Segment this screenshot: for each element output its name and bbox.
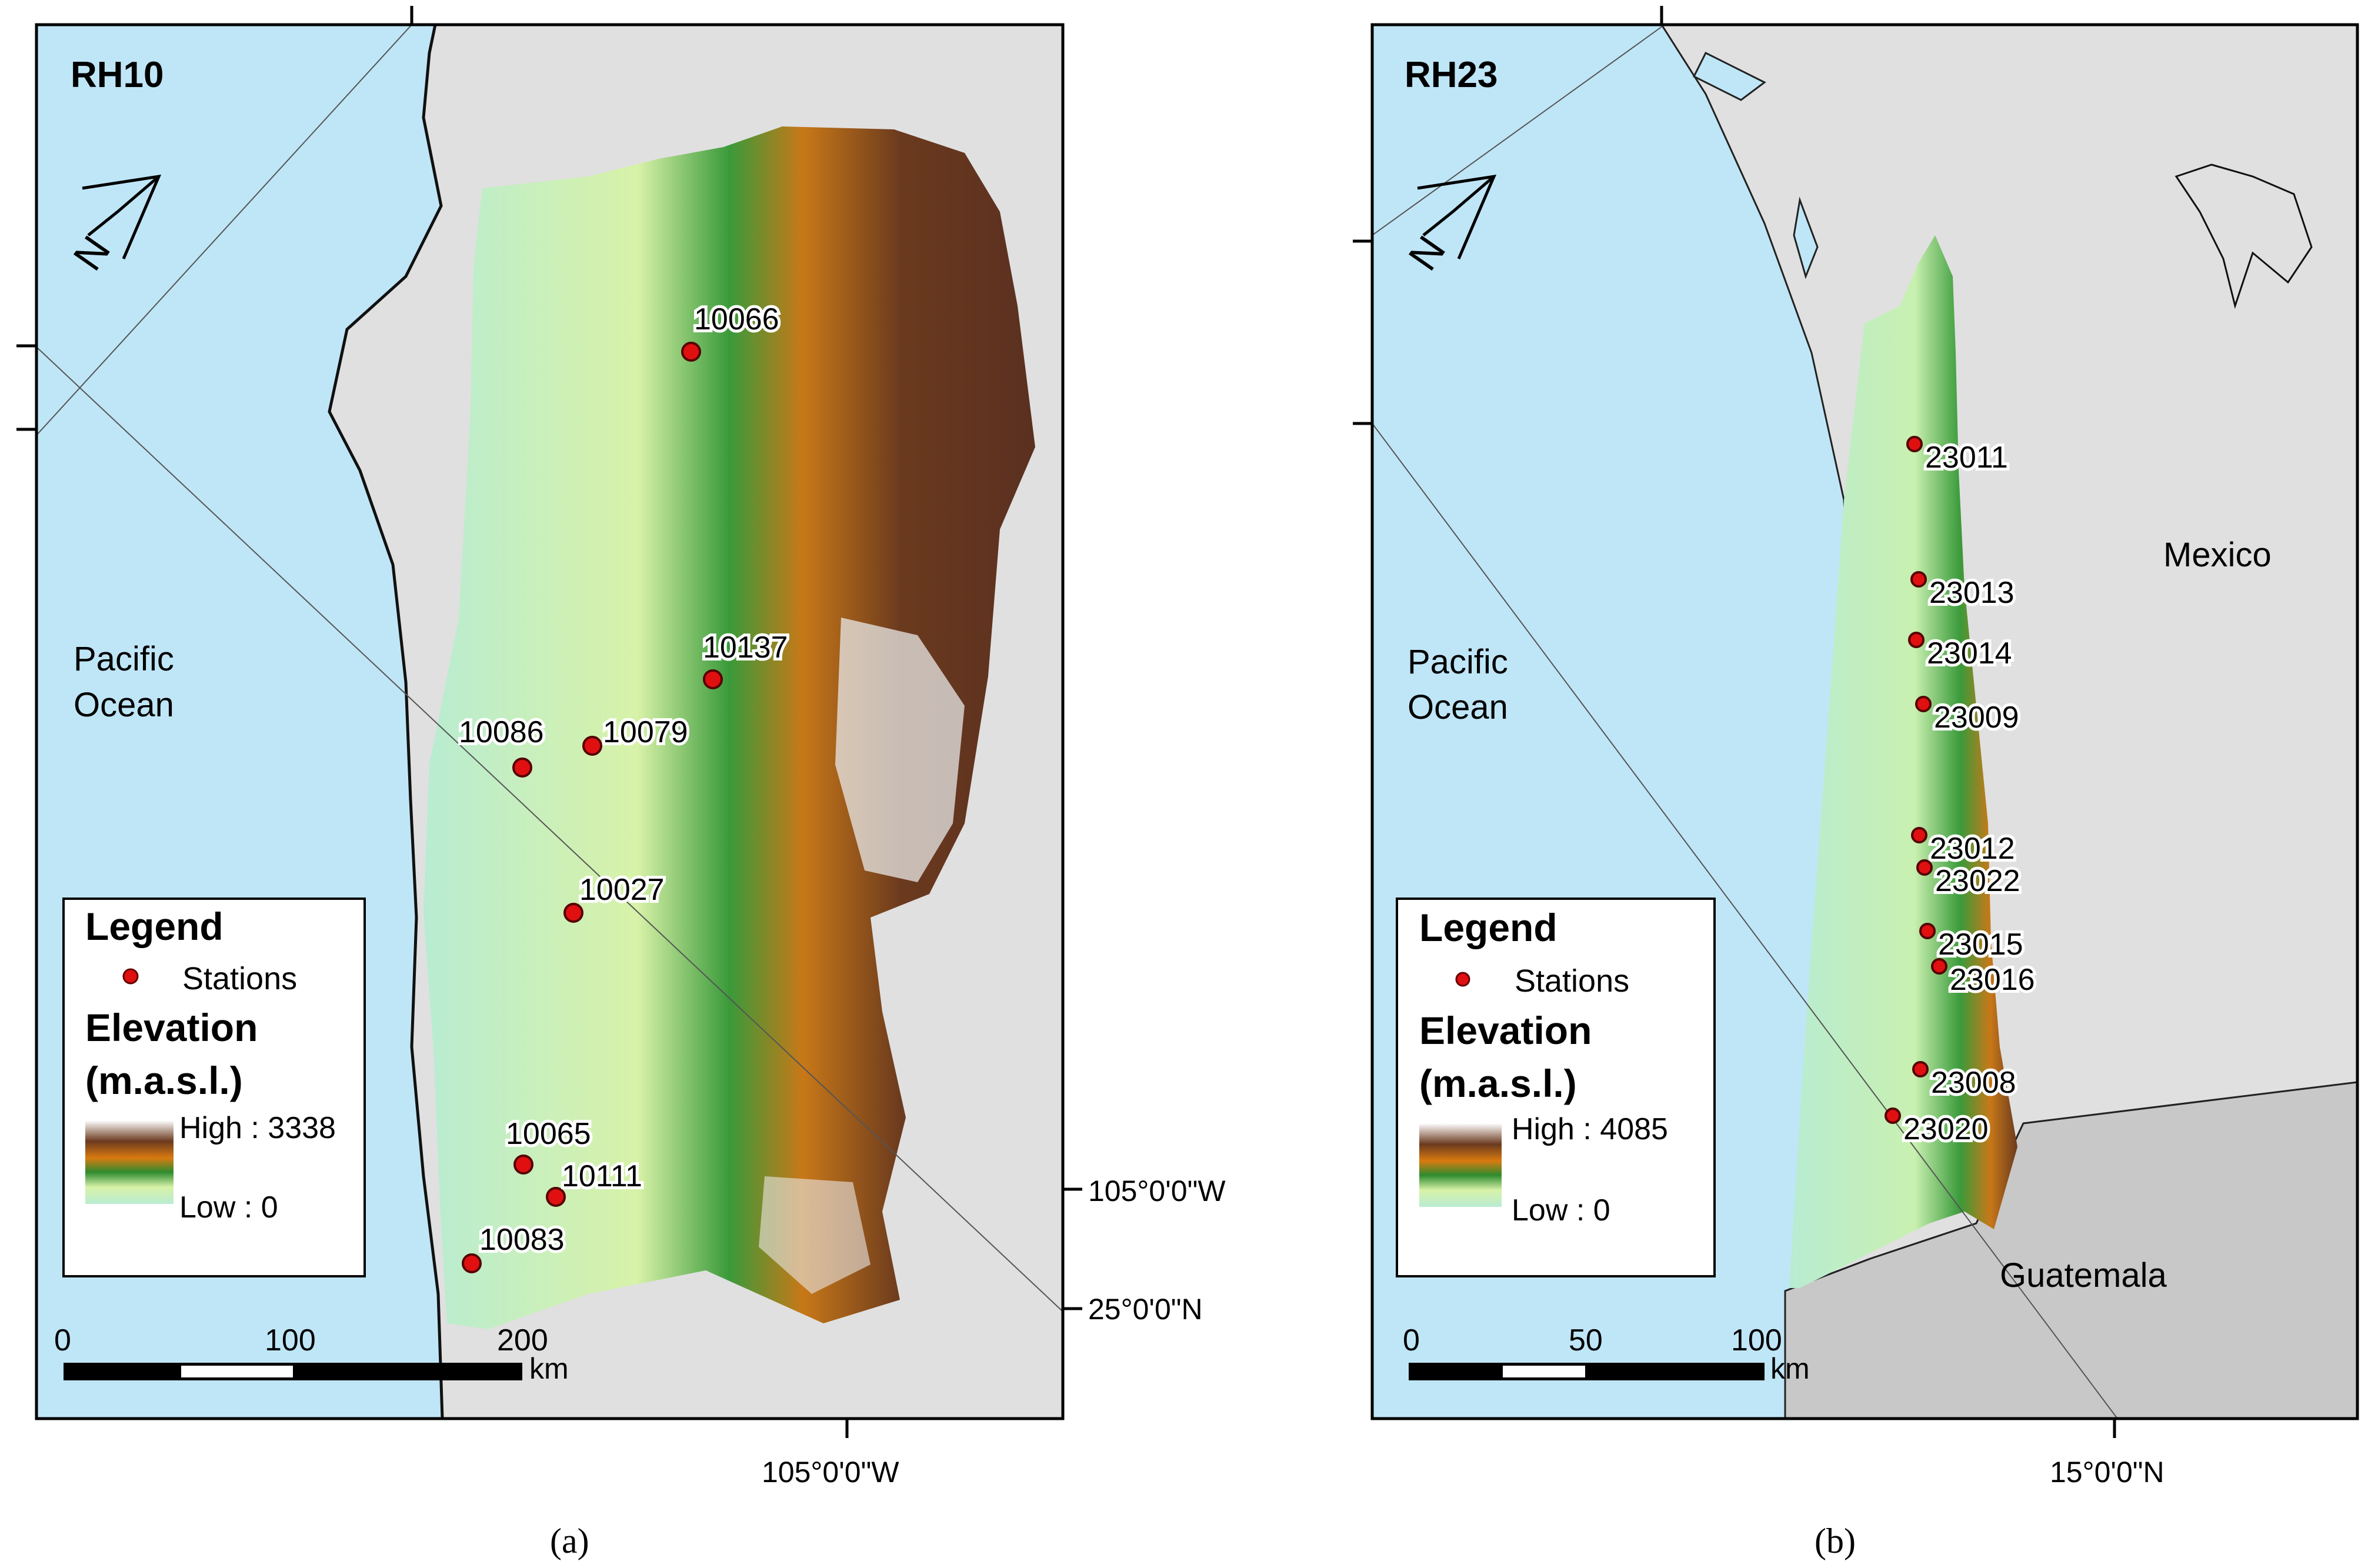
panel-b-frame bbox=[1370, 23, 2359, 1420]
legend-high-label: High : 3338 bbox=[179, 1111, 336, 1145]
station-label: 23011 bbox=[1925, 441, 2008, 475]
stations-a: 10066 10137 10086 10079 10027 10065 10111 10083 bbox=[456, 299, 791, 1273]
graticule-lat-bottom: 15°0'0"N bbox=[2050, 1456, 2164, 1489]
station-marker bbox=[1908, 632, 1925, 648]
legend-elevation-unit: (m.a.s.l.) bbox=[85, 1059, 243, 1102]
station-marker bbox=[462, 1253, 482, 1273]
graticule-lon-right: 105°0'0"W bbox=[1088, 1175, 1226, 1207]
scale-tick-0: 0 bbox=[54, 1323, 71, 1357]
station-marker bbox=[1915, 696, 1932, 712]
legend-elevation-ramp bbox=[1419, 1123, 1502, 1207]
panel-title: RH23 bbox=[1405, 55, 1498, 95]
station-label: 23014 bbox=[1927, 636, 2012, 670]
station-marker bbox=[1906, 436, 1923, 452]
panel-a-frame bbox=[35, 23, 1065, 1420]
scale-unit: km bbox=[1770, 1352, 1810, 1385]
graticule bbox=[1372, 25, 2118, 1419]
station-marker bbox=[513, 1155, 533, 1175]
lagoons bbox=[1692, 51, 1819, 279]
station-label: 23009 bbox=[1934, 700, 2019, 735]
station-marker bbox=[681, 342, 701, 362]
station-label: 10086 bbox=[459, 715, 544, 749]
station-marker bbox=[1911, 827, 1927, 843]
station-label: 10065 bbox=[506, 1117, 591, 1151]
scale-unit: km bbox=[529, 1352, 569, 1385]
scale-tick-1: 100 bbox=[265, 1323, 316, 1357]
scale-tick-0: 0 bbox=[1403, 1323, 1420, 1357]
ocean-label-line2: Ocean bbox=[1408, 688, 1508, 726]
country-label-guatemala: Guatemala bbox=[2000, 1256, 2167, 1295]
station-label: 10111 bbox=[562, 1159, 642, 1193]
scale-bar-b: 0 50 100 km bbox=[1403, 1323, 1810, 1385]
station-label: 10079 bbox=[603, 715, 688, 749]
frame-ticks bbox=[1353, 6, 2116, 1438]
panel-caption: (a) bbox=[550, 1522, 589, 1560]
station-marker bbox=[1916, 859, 1933, 876]
station-label: 10027 bbox=[579, 873, 665, 907]
graticule bbox=[36, 25, 1063, 1312]
ocean-label-line1: Pacific bbox=[1408, 643, 1508, 681]
legend-low-label: Low : 0 bbox=[179, 1190, 278, 1225]
legend-elevation-unit: (m.a.s.l.) bbox=[1419, 1062, 1577, 1105]
station-marker bbox=[1919, 923, 1936, 939]
ocean-label-line1: Pacific bbox=[74, 640, 174, 678]
frame-ticks bbox=[16, 6, 1082, 1438]
legend-box bbox=[62, 898, 366, 1277]
station-label: 10083 bbox=[479, 1223, 565, 1257]
high-peaks-south bbox=[759, 1176, 871, 1294]
station-label: 23013 bbox=[1929, 576, 2015, 610]
station-label: 23016 bbox=[1950, 963, 2035, 997]
basin-elevation bbox=[423, 126, 1035, 1329]
station-label: 23015 bbox=[1938, 928, 2023, 962]
legend-stations-label: Stations bbox=[182, 961, 297, 996]
lake-outline bbox=[2174, 164, 2313, 309]
graticule-lon-bottom: 105°0'0"W bbox=[762, 1456, 899, 1489]
legend-low-label: Low : 0 bbox=[1512, 1193, 1610, 1227]
guatemala-area bbox=[1784, 1081, 2357, 1419]
basin-elevation bbox=[1789, 235, 2017, 1288]
station-label: 23022 bbox=[1935, 864, 2020, 898]
station-label: 10066 bbox=[694, 302, 779, 336]
scale-tick-2: 100 bbox=[1731, 1323, 1782, 1357]
legend-a: Legend Stations Elevation (m.a.s.l.) Hig… bbox=[62, 898, 366, 1277]
station-label: 23020 bbox=[1903, 1112, 1989, 1146]
station-marker bbox=[512, 758, 532, 778]
station-marker bbox=[563, 903, 583, 923]
panel-b: RH23 N Pacific Ocean Mexico Guatemala 23… bbox=[1353, 6, 2359, 1560]
legend-elevation-ramp bbox=[85, 1120, 174, 1204]
station-marker bbox=[1885, 1107, 1901, 1124]
station-marker bbox=[703, 669, 723, 689]
legend-station-symbol bbox=[122, 968, 139, 985]
station-label: 23008 bbox=[1931, 1066, 2016, 1100]
legend-high-label: High : 4085 bbox=[1512, 1112, 1668, 1146]
country-label-mexico: Mexico bbox=[2163, 536, 2272, 574]
station-marker bbox=[1931, 958, 1947, 975]
legend-elevation-title: Elevation bbox=[1419, 1009, 1592, 1052]
legend-title: Legend bbox=[1419, 906, 1557, 949]
station-marker bbox=[1912, 1061, 1929, 1077]
scale-tick-2: 200 bbox=[497, 1323, 548, 1357]
station-label: 23012 bbox=[1930, 832, 2015, 866]
legend-stations-label: Stations bbox=[1515, 963, 1629, 999]
legend-box bbox=[1396, 898, 1716, 1277]
legend-station-symbol bbox=[1455, 972, 1470, 987]
scale-tick-1: 50 bbox=[1569, 1323, 1603, 1357]
panel-caption: (b) bbox=[1815, 1522, 1856, 1560]
station-marker bbox=[582, 736, 602, 756]
legend-b: Legend Stations Elevation (m.a.s.l.) Hig… bbox=[1396, 898, 1716, 1277]
ocean-label-line2: Ocean bbox=[74, 686, 174, 724]
legend-title: Legend bbox=[85, 905, 224, 948]
legend-elevation-title: Elevation bbox=[85, 1006, 258, 1049]
station-label: 10137 bbox=[703, 630, 788, 665]
scale-bar-a: 0 100 200 km bbox=[54, 1323, 569, 1385]
station-marker bbox=[546, 1187, 566, 1207]
panel-title: RH10 bbox=[71, 55, 164, 95]
station-marker bbox=[1910, 571, 1927, 588]
high-peaks bbox=[835, 618, 965, 882]
graticule-lat-right: 25°0'0"N bbox=[1088, 1293, 1203, 1326]
